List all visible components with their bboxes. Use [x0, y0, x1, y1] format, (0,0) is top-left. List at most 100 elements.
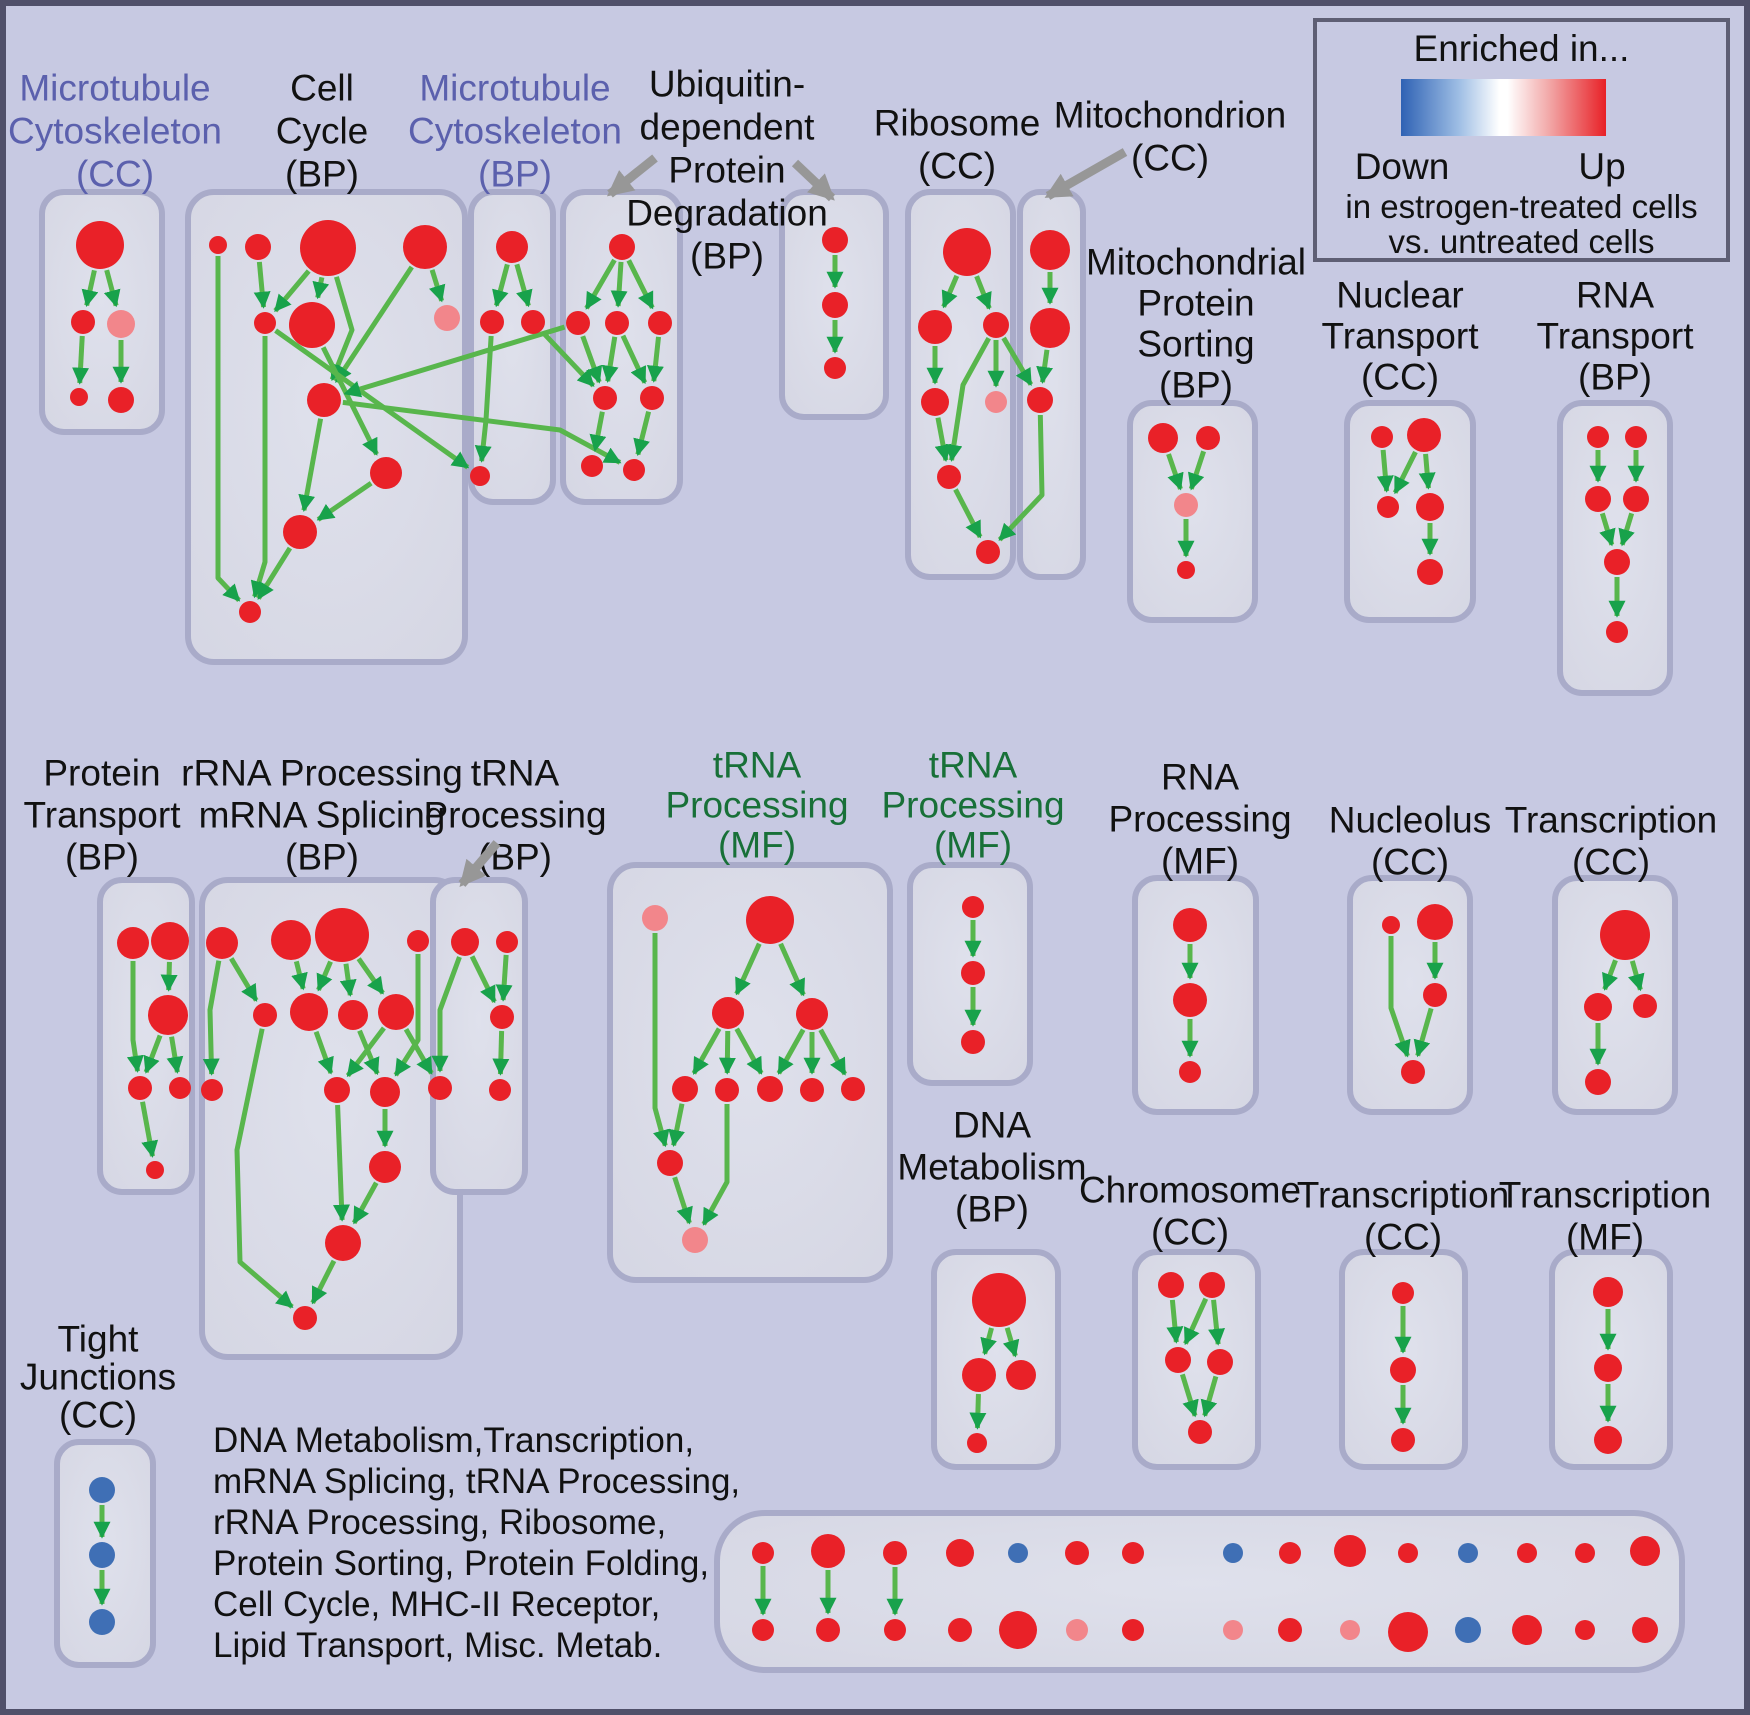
go-term-node-ts3 — [961, 1030, 985, 1054]
go-term-node-tcb3 — [1391, 1428, 1415, 1452]
go-term-node-tm6 — [757, 1076, 783, 1102]
label-pointer-arrow-trna-bp — [458, 840, 501, 887]
cluster-label-transcription-cc-mid: (CC) — [1572, 842, 1650, 883]
edge-bb4-bb6 — [646, 336, 664, 383]
go-term-node-bb8 — [623, 459, 645, 481]
go-term-node-ba2 — [480, 310, 504, 334]
edge-cy3-cy6 — [312, 276, 330, 300]
caption-line: Lipid Transport, Misc. Metab. — [213, 1626, 663, 1665]
go-term-node-cy11 — [239, 601, 261, 623]
edge-rr1-rr11 — [202, 960, 222, 1076]
go-term-node-nt5 — [1417, 559, 1443, 585]
cluster-label-rna-processing: (MF) — [1161, 841, 1239, 882]
go-term-node-tj1 — [89, 1477, 115, 1503]
go-term-node-bc1 — [822, 227, 848, 253]
go-term-node-m10t — [1334, 1535, 1366, 1567]
cluster-label-trna-mf-big: (MF) — [718, 825, 796, 866]
cluster-label-protein-transport: Transport — [24, 795, 182, 836]
edge-nt1-nt3 — [1376, 449, 1394, 493]
go-term-node-nt1 — [1371, 426, 1393, 448]
go-term-node-tb2 — [496, 931, 518, 953]
cluster-label-microtubule-cc: Cytoskeleton — [8, 111, 222, 152]
edge-tm2-tm6 — [734, 1027, 764, 1075]
go-term-node-rr3 — [315, 908, 369, 962]
go-term-node-m8t — [1223, 1543, 1243, 1563]
go-term-node-pt3 — [148, 995, 188, 1035]
cluster-label-nuclear-transport: Nuclear — [1336, 275, 1464, 316]
edge-tm5-tm10 — [701, 1104, 730, 1226]
edge-ba3-bb5 — [540, 330, 596, 388]
cluster-label-trna-mf-big: tRNA — [713, 745, 802, 786]
go-term-node-tm2 — [712, 997, 744, 1029]
go-term-node-m9t — [1279, 1542, 1301, 1564]
go-term-node-tb4 — [428, 1076, 452, 1100]
cluster-label-trna-bp: tRNA — [471, 753, 560, 794]
go-term-node-nt2 — [1407, 418, 1441, 452]
cluster-label-tight-junctions: Junctions — [20, 1357, 176, 1398]
cluster-label-tight-junctions: (CC) — [59, 1395, 137, 1436]
edge-pt3-pt5 — [166, 1036, 184, 1074]
cluster-label-rna-transport: Transport — [1537, 316, 1695, 357]
cluster-label-trna-mf-small: (MF) — [934, 825, 1012, 866]
go-term-node-m1b — [752, 1619, 774, 1641]
caption-line: Protein Sorting, Protein Folding, — [213, 1544, 710, 1583]
cluster-label-microtubule-bp: (BP) — [478, 154, 552, 195]
label-pointer-arrow-ubiquitin-right — [791, 159, 836, 202]
go-term-node-ms2 — [1196, 426, 1220, 450]
edge-cy3-cy8 — [329, 276, 355, 382]
edge-nu1-nu4 — [1388, 936, 1411, 1058]
cluster-label-mito-sorting: Mitochondrial — [1086, 242, 1306, 283]
cluster-label-protein-transport: Protein — [43, 753, 160, 794]
go-term-node-cy3 — [300, 220, 356, 276]
edge-ba1-ba3 — [514, 263, 533, 308]
go-term-node-cy5 — [254, 312, 276, 334]
go-term-node-ba1 — [496, 231, 528, 263]
go-term-node-bb7 — [581, 455, 603, 477]
go-term-node-rr13 — [325, 1225, 361, 1261]
go-term-node-dm2 — [962, 1358, 996, 1392]
go-term-node-nu3 — [1423, 983, 1447, 1007]
go-term-node-cy10 — [283, 515, 317, 549]
go-term-node-ms1 — [1148, 423, 1178, 453]
cluster-label-microtubule-bp: Microtubule — [419, 68, 610, 109]
cluster-box-nuclear-transport — [1344, 400, 1476, 623]
go-term-node-rb4 — [921, 388, 949, 416]
cluster-label-transcription-mf: (MF) — [1566, 1217, 1644, 1258]
edge-ch4-ch5 — [1200, 1375, 1219, 1418]
go-term-node-cy4 — [403, 225, 447, 269]
go-term-node-ts2 — [961, 961, 985, 985]
go-term-node-ts1 — [962, 896, 984, 918]
go-term-node-mc5 — [108, 387, 134, 413]
go-term-node-pt4 — [128, 1076, 152, 1100]
go-term-node-mi1 — [1030, 230, 1070, 270]
go-term-node-tm9 — [657, 1150, 683, 1176]
go-term-node-rt1 — [1587, 426, 1609, 448]
go-term-node-tm5 — [715, 1078, 739, 1102]
edge-tm2-tm5 — [718, 1030, 736, 1075]
go-term-node-m13b — [1512, 1615, 1542, 1645]
go-term-node-bb2 — [566, 311, 590, 335]
edge-dm2-dm4 — [969, 1393, 987, 1430]
go-term-node-rp3 — [1179, 1061, 1201, 1083]
go-term-node-rt3 — [1585, 486, 1611, 512]
go-term-node-rb3 — [983, 312, 1009, 338]
edge-rb1-rb2 — [941, 274, 960, 309]
edge-ch2-ch3 — [1183, 1297, 1209, 1346]
go-term-node-tm3 — [796, 998, 828, 1030]
go-term-node-rb2 — [918, 310, 952, 344]
edge-cy8-cy10 — [298, 418, 324, 513]
edge-cy4-cy8 — [334, 265, 414, 384]
edge-bb5-bb7 — [589, 411, 607, 452]
go-term-node-tc2 — [1584, 993, 1612, 1021]
go-term-node-m3t — [883, 1541, 907, 1565]
caption-line: Cell Cycle, MHC-II Receptor, — [213, 1585, 661, 1624]
cluster-box-dna-metab — [931, 1249, 1061, 1470]
go-term-node-mc3 — [107, 310, 135, 338]
go-term-node-ch2 — [1199, 1272, 1225, 1298]
go-term-node-mc4 — [70, 388, 88, 406]
cluster-box-misc — [714, 1510, 1685, 1673]
go-term-node-tm1 — [746, 896, 794, 944]
edge-rr2-rr6 — [291, 960, 308, 991]
edge-tm4-tm9 — [668, 1103, 685, 1148]
